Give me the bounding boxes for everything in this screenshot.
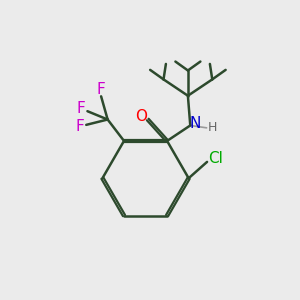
Text: O: O bbox=[135, 109, 147, 124]
Text: F: F bbox=[97, 82, 106, 97]
Text: H: H bbox=[208, 121, 217, 134]
Text: Cl: Cl bbox=[208, 152, 224, 166]
Text: N: N bbox=[189, 116, 200, 131]
Text: F: F bbox=[75, 119, 84, 134]
Text: F: F bbox=[76, 101, 85, 116]
